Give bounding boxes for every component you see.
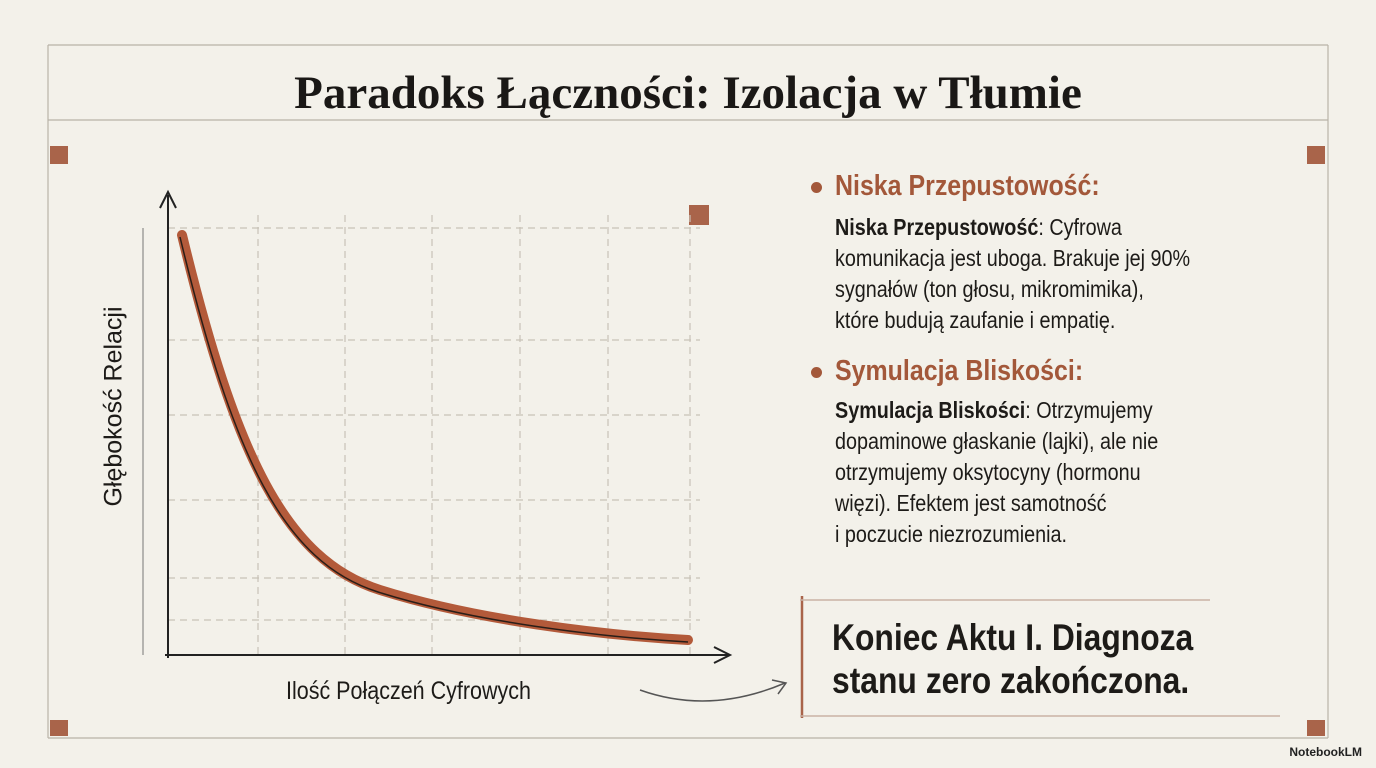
- conclusion-lines: Koniec Aktu I. Diagnoza stanu zero zakońc…: [832, 616, 1193, 702]
- bullet-text: : Cyfrowa: [1038, 214, 1122, 240]
- conclusion-line: stanu zero zakończona.: [832, 660, 1190, 701]
- bullet-line: otrzymujemy oksytocyny (hormonu: [835, 457, 1158, 488]
- bullet-lines: Symulacja Bliskości: Otrzymujemy dopamino…: [835, 395, 1158, 550]
- grid: [168, 215, 700, 655]
- bullet-line: i poczucie niezrozumienia.: [835, 519, 1158, 550]
- x-axis-label-text: Ilość Połączeń Cyfrowych: [286, 677, 531, 705]
- x-axis-label: Ilość Połączeń Cyfrowych: [286, 677, 571, 706]
- arrow: [639, 682, 786, 702]
- conclusion-bracket: [800, 596, 1280, 718]
- bullet-text: sygnałów (ton głosu, mikromimika),: [835, 276, 1144, 302]
- bullet-text: : Otrzymujemy: [1025, 397, 1153, 423]
- bullet-body: Symulacja Bliskości: Otrzymujemy dopamino…: [835, 395, 1211, 550]
- axes: [142, 189, 733, 664]
- title: Paradoks Łączności: Izolacja w Tłumie: [294, 67, 1082, 119]
- bullet-text: dopaminowe głaskanie (lajki), ale nie: [835, 428, 1159, 454]
- bullet-text: które budują zaufanie i empatię.: [835, 307, 1116, 333]
- bullet-heading: Niska Przepustowość:: [835, 170, 1143, 203]
- frame: [47, 44, 1329, 739]
- bullet-line: sygnałów (ton głosu, mikromimika),: [835, 274, 1190, 305]
- conclusion: Koniec Aktu I. Diagnoza stanu zero zakońc…: [832, 616, 1252, 702]
- bullet-dot: [811, 182, 822, 193]
- bullet-line: komunikacja jest uboga. Brakuje jej 90%: [835, 243, 1190, 274]
- bullet-body: Niska Przepustowość: Cyfrowa komunikacja …: [835, 212, 1248, 336]
- bullet-text: otrzymujemy oksytocyny (hormonu: [835, 459, 1141, 485]
- arrow-head: [771, 679, 788, 695]
- bullet-label: Symulacja Bliskości: [835, 397, 1026, 423]
- bullet-text: więzi). Efektem jest samotność: [835, 490, 1107, 516]
- bullet-line: Niska Przepustowość: Cyfrowa: [835, 212, 1190, 243]
- curve-outline: [179, 236, 689, 643]
- bullet-text: i poczucie niezrozumienia.: [835, 521, 1067, 547]
- bullet-text: komunikacja jest uboga. Brakuje jej 90%: [835, 245, 1191, 271]
- bullet-line: które budują zaufanie i empatię.: [835, 305, 1190, 336]
- corner-squares: [50, 146, 1325, 736]
- curve: [177, 230, 693, 645]
- bullet-line: Symulacja Bliskości: Otrzymujemy: [835, 395, 1158, 426]
- bullet-heading: Symulacja Bliskości:: [835, 355, 1124, 388]
- brand: NotebookLM: [1289, 745, 1362, 759]
- y-axis-label: Głębokość Relacji: [99, 306, 128, 507]
- conclusion-line: Koniec Aktu I. Diagnoza: [832, 617, 1194, 658]
- bullet-lines: Niska Przepustowość: Cyfrowa komunikacja …: [835, 212, 1190, 336]
- bullet-heading-text: Symulacja Bliskości:: [835, 355, 1084, 387]
- bullet-heading-text: Niska Przepustowość:: [835, 170, 1100, 202]
- bullet-line: więzi). Efektem jest samotność: [835, 488, 1158, 519]
- bullet-line: dopaminowe głaskanie (lajki), ale nie: [835, 426, 1158, 457]
- bullet-label: Niska Przepustowość: [835, 214, 1039, 240]
- bullet-dot: [811, 367, 822, 378]
